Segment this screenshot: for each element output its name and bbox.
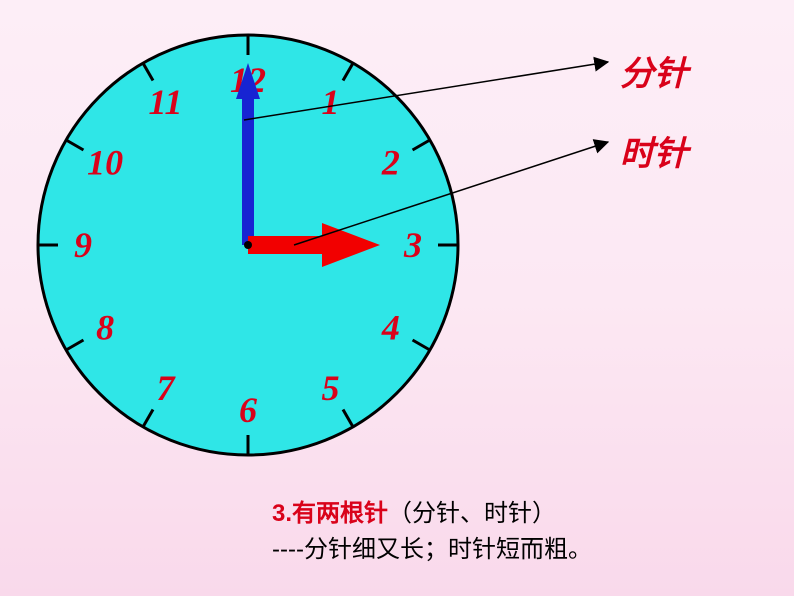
caption-line2: ----分针细又长；时针短而粗。 — [272, 536, 592, 563]
clock-numeral: 2 — [381, 143, 400, 183]
clock-numeral: 3 — [403, 225, 422, 265]
diagram-stage: 121234567891011 分针 时针 3.有两根针（分针、时针） ----… — [0, 0, 794, 596]
clock-numeral: 8 — [96, 308, 114, 348]
clock-numeral: 10 — [87, 143, 123, 183]
minute-hand-label: 分针 — [620, 46, 688, 95]
clock-numeral: 6 — [239, 390, 257, 430]
caption-lead-text: 有两根针 — [292, 500, 388, 527]
clock-numeral: 7 — [157, 368, 177, 408]
caption-paren: （分针、时针） — [388, 500, 556, 527]
clock-numeral: 9 — [74, 225, 92, 265]
clock-numeral: 4 — [381, 308, 400, 348]
caption-block: 3.有两根针（分针、时针） ----分针细又长；时针短而粗。 — [272, 496, 592, 568]
clock-numeral: 5 — [322, 368, 340, 408]
caption-lead-number: 3. — [272, 500, 292, 527]
hour-hand-label: 时针 — [620, 126, 688, 175]
clock-numeral: 11 — [148, 82, 182, 122]
clock-numeral: 1 — [322, 82, 340, 122]
